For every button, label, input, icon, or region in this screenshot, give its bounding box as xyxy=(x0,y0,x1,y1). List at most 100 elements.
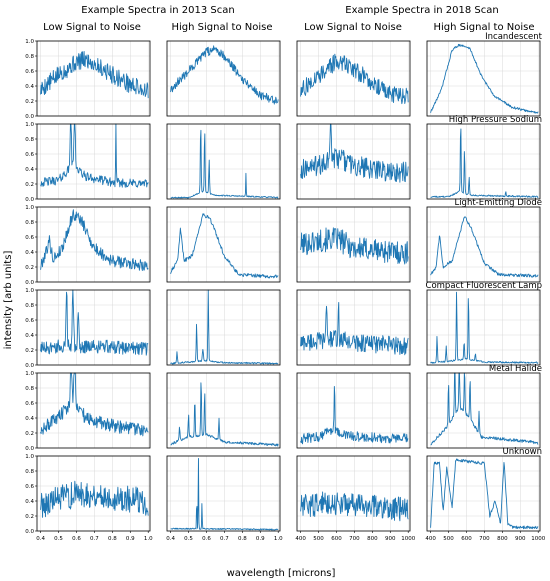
x-tick-label: 0.4 xyxy=(166,536,175,542)
axes-frame xyxy=(166,206,281,283)
y-tick-label: 1.0 xyxy=(25,39,34,45)
panel-r1-c2 xyxy=(296,123,411,200)
y-tick-label: 1.0 xyxy=(25,288,34,294)
axes-frame xyxy=(36,455,151,532)
x-tick-label: 0.8 xyxy=(238,536,247,542)
scan-title-2013: Example Spectra in 2013 Scan xyxy=(81,5,234,16)
panel-r2-c0: 0.0 0.2 0.4 0.6 0.8 1.0 xyxy=(25,205,151,286)
row-label: Metal Halide xyxy=(489,364,542,374)
scan-title-2018: Example Spectra in 2018 Scan xyxy=(345,5,498,16)
x-tick-label: 600 xyxy=(461,536,472,542)
y-tick-label: 0.6 xyxy=(25,318,34,324)
x-tick-label: 1.0 xyxy=(144,536,153,542)
axes-frame xyxy=(426,372,541,449)
x-tick-label: 700 xyxy=(479,536,490,542)
axes-frame xyxy=(426,123,541,200)
row-label: Compact Fluorescent Lamp xyxy=(426,281,542,291)
y-tick-label: 0.8 xyxy=(25,469,34,475)
y-axis-label: intensity [arb units] xyxy=(3,251,14,350)
axes-frame xyxy=(36,123,151,200)
y-tick-label: 0.4 xyxy=(25,499,34,505)
y-tick-label: 0.2 xyxy=(25,99,34,105)
panel-r3-c3: Compact Fluorescent Lamp xyxy=(426,281,542,366)
x-tick-label: 0.9 xyxy=(256,536,265,542)
spectrum-line xyxy=(430,458,539,530)
panel-grid: 0.00.20.40.60.81.0 Incandescent0.00.20.40… xyxy=(25,32,545,542)
y-tick-label: 0.2 xyxy=(25,431,34,437)
spectrum-line xyxy=(170,45,279,105)
panel-r3-c2 xyxy=(296,289,411,366)
y-tick-label: 0.8 xyxy=(25,220,34,226)
column-title-2013-low: Low Signal to Noise xyxy=(43,22,141,33)
panel-r4-c0: 0.0 0.2 0.4 0.6 0.8 1.0 xyxy=(25,371,151,452)
column-title-2018-high: High Signal to Noise xyxy=(433,22,534,33)
spectrum-line xyxy=(430,43,539,114)
axes-frame xyxy=(296,40,411,117)
y-tick-label: 0.4 xyxy=(25,84,34,90)
y-tick-label: 1.0 xyxy=(25,205,34,211)
axes-frame xyxy=(166,40,281,117)
panel-r1-c0: 0.0 0.2 0.4 0.6 0.8 1.0 xyxy=(25,122,151,203)
axes-frame xyxy=(426,40,541,117)
y-tick-label: 0.6 xyxy=(25,69,34,75)
panel-r0-c3: Incandescent xyxy=(426,32,543,117)
x-tick-label: 800 xyxy=(497,536,508,542)
axes-frame xyxy=(166,123,281,200)
x-tick-label: 900 xyxy=(385,536,396,542)
y-tick-label: 0.4 xyxy=(25,416,34,422)
x-tick-label: 500 xyxy=(313,536,324,542)
x-tick-label: 0.6 xyxy=(72,536,81,542)
x-tick-label: 400 xyxy=(425,536,436,542)
x-tick-label: 0.4 xyxy=(36,536,45,542)
x-tick-label: 1000 xyxy=(401,536,415,542)
axes-frame xyxy=(166,289,281,366)
row-label: Incandescent xyxy=(485,32,543,42)
panel-r0-c2 xyxy=(296,40,411,117)
x-tick-label: 1000 xyxy=(531,536,545,542)
spectrum-line xyxy=(430,128,539,198)
panel-r0-c1 xyxy=(166,40,281,117)
y-tick-label: 0.2 xyxy=(25,514,34,520)
y-tick-label: 0.4 xyxy=(25,333,34,339)
spectrum-line xyxy=(300,385,409,445)
spectrum-line xyxy=(40,480,149,518)
axes-frame xyxy=(36,289,151,366)
panel-r4-c1 xyxy=(166,372,281,449)
y-tick-label: 0.4 xyxy=(25,167,34,173)
axes-frame xyxy=(36,372,151,449)
spectrum-line xyxy=(430,372,539,446)
spectrum-line xyxy=(40,289,149,356)
spectrum-line xyxy=(170,213,279,279)
column-title-2013-high: High Signal to Noise xyxy=(171,22,272,33)
spectrum-line xyxy=(40,372,149,437)
y-tick-label: 0.0 xyxy=(25,446,34,452)
spectrum-line xyxy=(40,51,149,99)
y-tick-label: 1.0 xyxy=(25,454,34,460)
x-tick-label: 900 xyxy=(515,536,526,542)
y-tick-label: 0.8 xyxy=(25,386,34,392)
spectrum-line xyxy=(170,129,279,199)
x-tick-label: 0.6 xyxy=(202,536,211,542)
axes-frame xyxy=(426,206,541,283)
y-tick-label: 0.8 xyxy=(25,137,34,143)
y-tick-label: 0.6 xyxy=(25,484,34,490)
y-tick-label: 0.8 xyxy=(25,303,34,309)
spectrum-line xyxy=(300,53,409,105)
spectrum-line xyxy=(170,457,279,531)
y-tick-label: 0.2 xyxy=(25,265,34,271)
panel-r3-c0: 0.0 0.2 0.4 0.6 0.8 1.0 xyxy=(25,288,151,369)
spectrum-line xyxy=(300,491,409,522)
axes-frame xyxy=(426,289,541,366)
axes-frame xyxy=(296,206,411,283)
spectrum-line xyxy=(40,123,149,188)
spectrum-line xyxy=(300,301,409,356)
axes-frame xyxy=(36,40,151,117)
panel-r5-c2: 400 500 600 700 800 900 1000 xyxy=(295,455,416,542)
axes-frame xyxy=(296,289,411,366)
y-tick-label: 0.8 xyxy=(25,54,34,60)
spectrum-line xyxy=(40,209,149,272)
panel-r2-c3: Light-Emitting Diode xyxy=(426,198,542,283)
y-tick-label: 0.0 xyxy=(25,363,34,369)
x-tick-label: 700 xyxy=(349,536,360,542)
